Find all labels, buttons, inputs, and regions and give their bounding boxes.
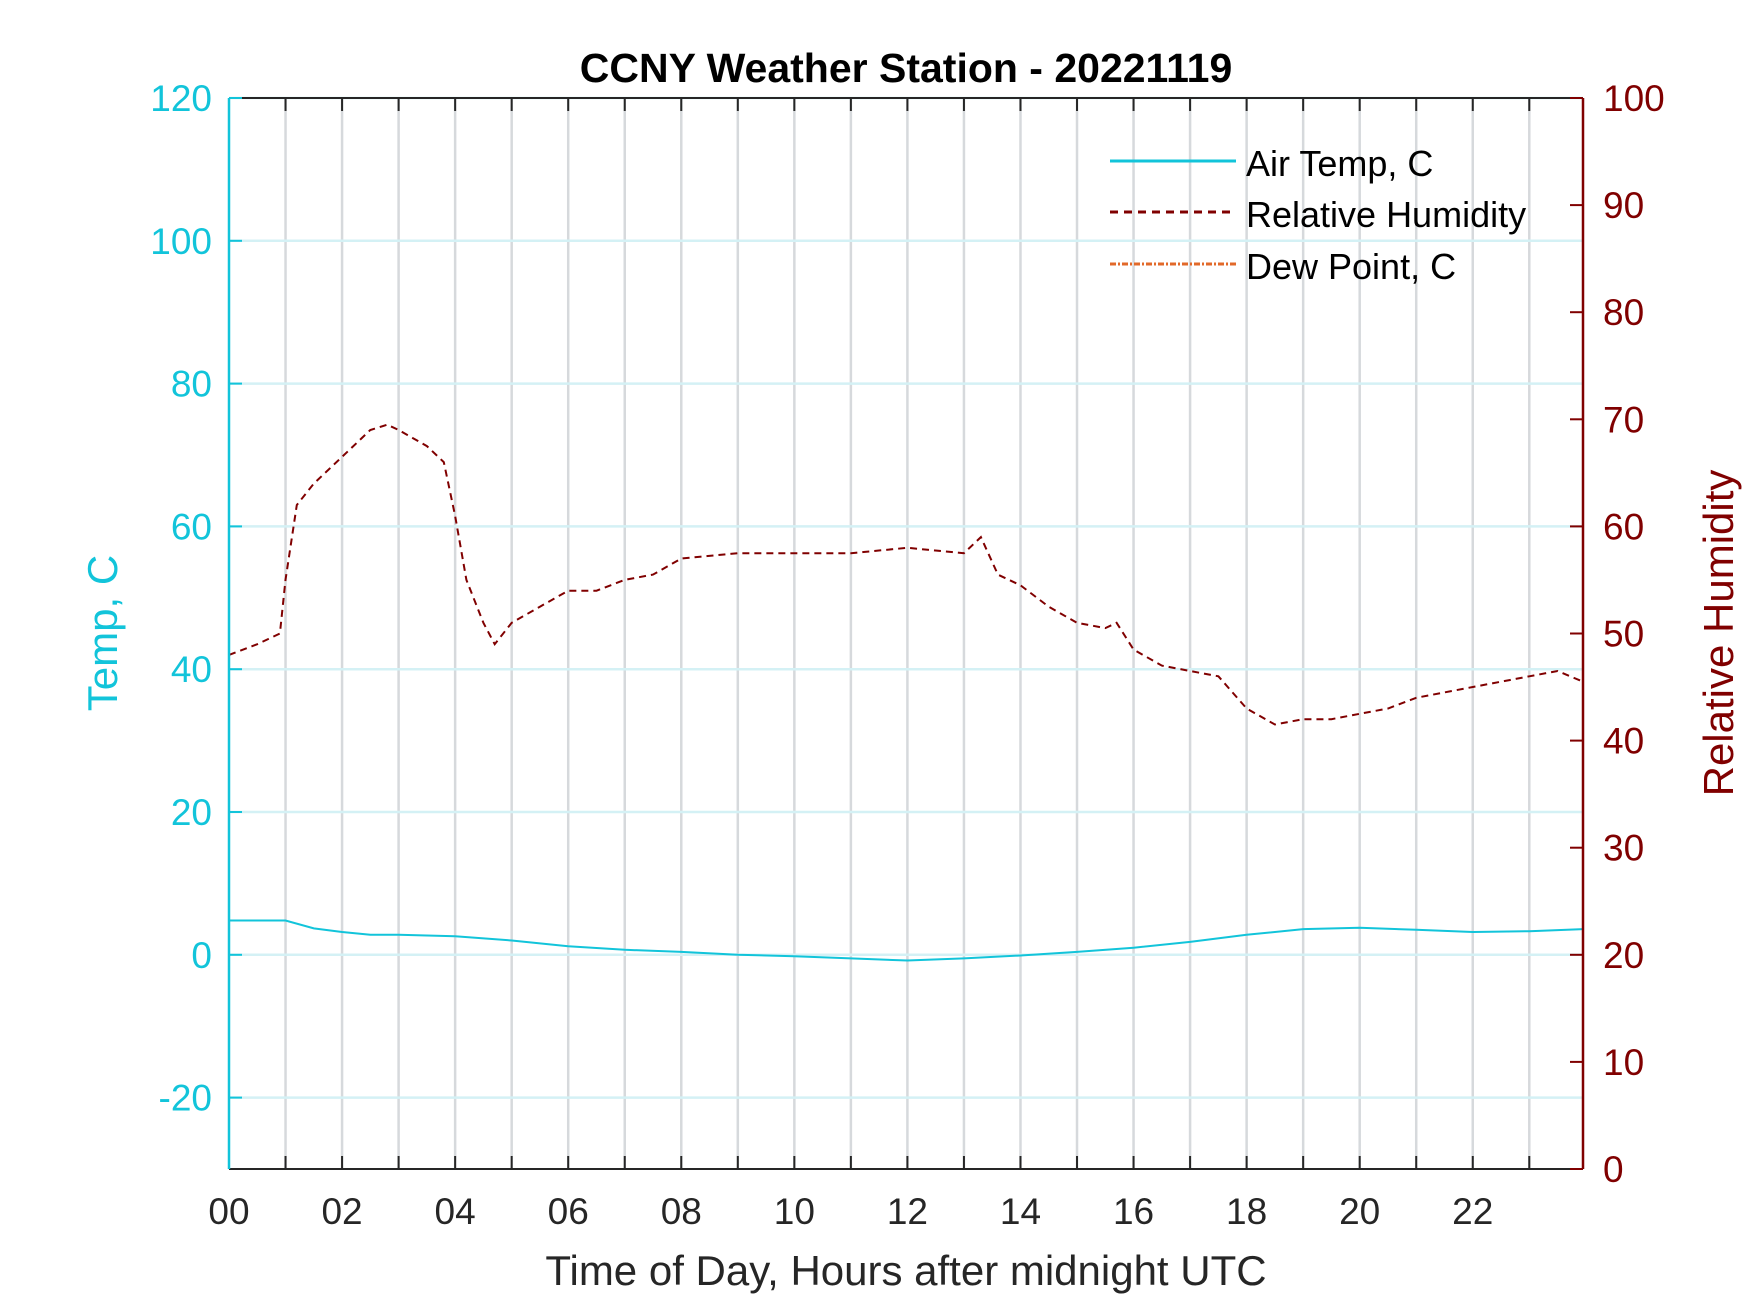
x-tick-label: 10 [774,1191,815,1232]
x-tick-label: 22 [1452,1191,1493,1232]
legend-label-air-temp: Air Temp, C [1246,143,1433,184]
left-tick-label: 20 [171,792,212,833]
x-tick-label: 16 [1113,1191,1154,1232]
grid [229,96,1583,1169]
right-tick-label: 10 [1603,1042,1644,1083]
x-tick-label: 06 [548,1191,589,1232]
right-tick-label: 20 [1603,935,1644,976]
left-tick-label: 120 [150,78,212,119]
left-tick-label: 60 [171,506,212,547]
legend: Air Temp, C Relative Humidity Dew Point,… [1110,143,1526,287]
left-tick-label: -20 [159,1078,212,1119]
left-tick-label: 100 [150,221,212,262]
right-tick-label: 90 [1603,185,1644,226]
x-tick-label: 04 [435,1191,476,1232]
left-tick-label: 0 [191,935,212,976]
x-tick-label: 12 [887,1191,928,1232]
right-tick-label: 60 [1603,506,1644,547]
legend-label-relative-humidity: Relative Humidity [1246,194,1526,235]
right-tick-label: 0 [1603,1149,1624,1190]
x-tick-label: 14 [1000,1191,1041,1232]
x-tick-label: 08 [661,1191,702,1232]
series-line-air-temp-c [229,919,1584,962]
tick-labels: 00 02 04 06 08 10 12 14 16 18 20 22-200204060801001… [150,78,1664,1232]
x-tick-label: 18 [1226,1191,1267,1232]
right-axis-label: Relative Humidity [1695,470,1742,797]
x-axis-label: Time of Day, Hours after midnight UTC [545,1247,1266,1294]
chart-title: CCNY Weather Station - 20221119 [580,45,1233,91]
right-tick-label: 30 [1603,828,1644,869]
x-tick-label: 02 [321,1191,362,1232]
right-tick-label: 100 [1603,78,1665,119]
right-tick-label: 70 [1603,399,1644,440]
right-tick-label: 50 [1603,614,1644,655]
series-line-relative-humidity [228,423,1584,726]
series-lines [228,423,1584,962]
right-tick-label: 40 [1603,721,1644,762]
left-tick-label: 40 [171,649,212,690]
right-tick-label: 80 [1603,292,1644,333]
left-axis-label: Temp, C [79,555,126,711]
axes [227,97,1585,1170]
legend-label-dew-point: Dew Point, C [1246,246,1456,287]
x-tick-label: 20 [1339,1191,1380,1232]
left-tick-label: 80 [171,364,212,405]
x-tick-label: 00 [208,1191,249,1232]
